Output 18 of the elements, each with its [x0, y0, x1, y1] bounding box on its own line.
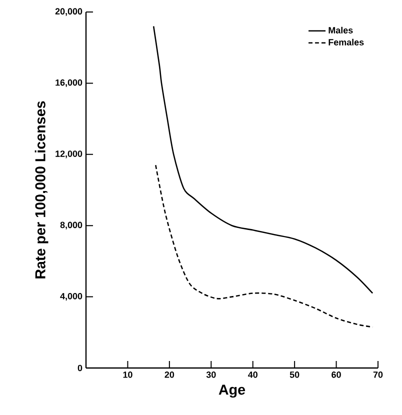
- legend-label: Females: [328, 38, 364, 46]
- x-tick-label: 70: [373, 372, 383, 378]
- x-tick-label: 40: [248, 372, 258, 378]
- y-tick-label: 20,000: [55, 8, 82, 16]
- x-tick-label: 60: [332, 372, 341, 378]
- legend-label: Males: [328, 26, 353, 34]
- y-tick-label: 16,000: [56, 79, 82, 88]
- y-tick-label: 8,000: [60, 222, 82, 230]
- x-tick-label: 10: [123, 372, 132, 378]
- x-tick-label: 20: [164, 372, 174, 378]
- y-tick-label: 4,000: [60, 292, 82, 301]
- y-tick-label: 12,000: [56, 150, 82, 158]
- x-tick-label: 50: [290, 372, 300, 378]
- x-tick-label: 30: [206, 372, 216, 378]
- y-tick-label: 0: [78, 364, 82, 372]
- y-axis-title: Rate per 100,000 Licenses: [34, 101, 48, 278]
- x-axis-title: Age: [218, 384, 246, 398]
- line-series: [152, 26, 374, 294]
